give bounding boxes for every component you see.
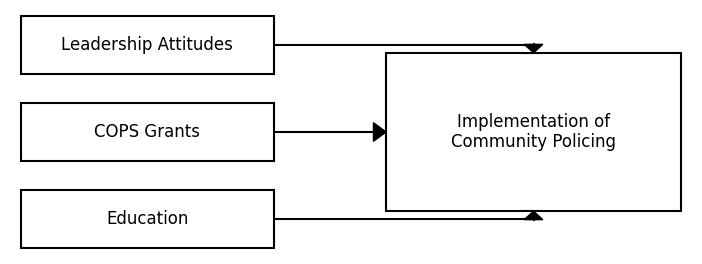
Bar xyxy=(21,16,274,74)
Text: Leadership Attitudes: Leadership Attitudes xyxy=(62,36,233,54)
FancyArrow shape xyxy=(373,123,386,141)
Text: COPS Grants: COPS Grants xyxy=(95,123,200,141)
Text: Education: Education xyxy=(106,210,189,228)
FancyArrow shape xyxy=(524,44,543,53)
FancyArrow shape xyxy=(524,211,543,220)
Bar xyxy=(386,53,681,211)
Bar xyxy=(21,190,274,248)
Bar xyxy=(21,103,274,161)
Text: Implementation of
Community Policing: Implementation of Community Policing xyxy=(451,113,616,151)
